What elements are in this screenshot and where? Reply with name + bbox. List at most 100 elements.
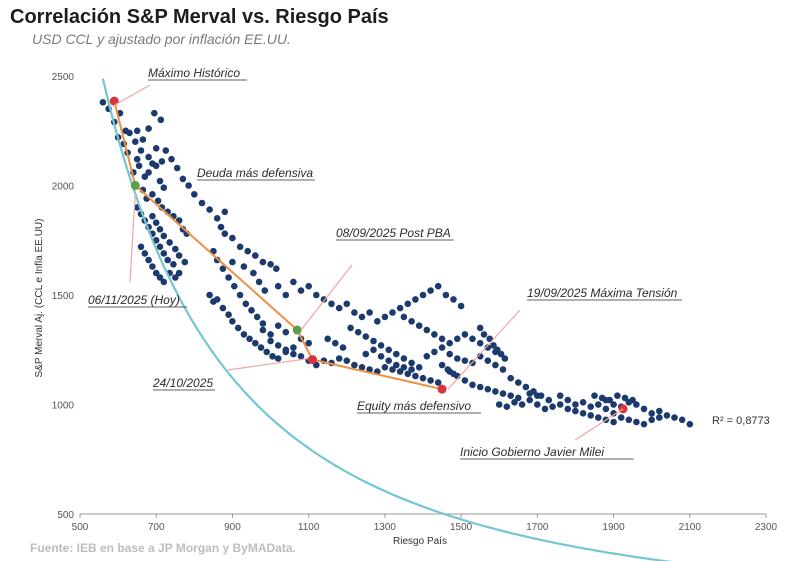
- data-point: [549, 403, 556, 411]
- data-point: [431, 331, 438, 338]
- data-point: [261, 287, 269, 294]
- data-point: [415, 364, 423, 371]
- x-tick-label: 1300: [374, 522, 397, 533]
- data-point: [358, 364, 366, 371]
- data-point: [351, 309, 358, 316]
- data-point: [377, 342, 385, 349]
- data-point: [400, 313, 408, 321]
- data-point: [564, 396, 572, 404]
- data-point: [419, 374, 427, 382]
- data-point: [231, 282, 238, 290]
- data-point: [522, 383, 530, 391]
- data-point: [274, 282, 282, 290]
- data-point: [236, 291, 244, 299]
- data-point: [633, 418, 640, 426]
- data-point: [408, 318, 415, 325]
- data-point: [438, 361, 446, 369]
- data-point: [313, 291, 320, 299]
- data-point: [408, 366, 415, 373]
- data-point: [625, 416, 633, 424]
- data-point: [358, 313, 366, 321]
- y-tick-label: 1500: [52, 291, 75, 302]
- data-point: [297, 287, 305, 294]
- data-point: [305, 339, 313, 347]
- data-point: [225, 274, 232, 281]
- data-point: [431, 348, 438, 356]
- data-point: [595, 414, 602, 421]
- data-point: [170, 261, 177, 268]
- data-point: [149, 212, 156, 220]
- data-point: [267, 337, 274, 345]
- chart-subtitle: USD CCL y ajustado por inflación EE.UU.: [32, 31, 291, 47]
- annotation-leader: [300, 264, 353, 331]
- data-point: [415, 322, 423, 330]
- data-point: [269, 353, 276, 360]
- x-tick-label: 1100: [298, 522, 320, 533]
- data-point: [572, 401, 579, 408]
- data-point: [515, 379, 522, 386]
- annotation-label: Inicio Gobierno Javier Milei: [460, 445, 604, 459]
- data-point: [438, 344, 446, 351]
- annotation-leaders: [114, 84, 624, 441]
- data-point: [154, 197, 162, 205]
- chart-title: Correlación S&P Merval vs. Riesgo País: [10, 6, 389, 28]
- data-point: [486, 335, 494, 343]
- data-point: [541, 405, 549, 413]
- data-point: [400, 355, 408, 362]
- data-point: [461, 377, 469, 384]
- data-point: [137, 147, 145, 154]
- data-point: [328, 300, 335, 308]
- data-point: [396, 368, 404, 375]
- data-point: [446, 339, 454, 347]
- data-point: [412, 296, 419, 303]
- data-point: [274, 355, 282, 362]
- data-point: [252, 252, 259, 259]
- data-point: [598, 394, 606, 402]
- data-point: [282, 328, 290, 336]
- data-point: [476, 383, 484, 391]
- marked-point: [130, 181, 140, 190]
- data-point: [362, 350, 370, 358]
- data-point: [534, 401, 541, 408]
- data-point: [274, 322, 282, 330]
- x-tick-label: 700: [148, 522, 165, 533]
- data-point: [290, 344, 297, 351]
- data-point: [229, 258, 236, 266]
- data-point: [274, 342, 282, 349]
- data-point: [617, 414, 625, 421]
- data-point: [427, 287, 434, 294]
- data-point: [156, 226, 164, 233]
- data-point: [526, 396, 533, 404]
- data-point: [135, 162, 143, 170]
- data-point: [595, 401, 602, 408]
- annotation-label: Equity más defensivo: [357, 399, 471, 413]
- y-tick-label: 1000: [52, 401, 75, 412]
- data-point: [273, 265, 280, 273]
- data-point: [450, 370, 457, 378]
- data-point: [149, 263, 156, 270]
- data-point: [343, 357, 351, 365]
- data-point: [370, 337, 377, 345]
- data-point: [99, 99, 107, 106]
- data-point: [221, 230, 229, 237]
- data-point: [133, 127, 141, 135]
- data-point: [145, 153, 152, 161]
- data-point: [526, 390, 533, 397]
- data-point: [518, 401, 526, 408]
- data-point: [248, 307, 255, 314]
- data-point: [158, 158, 166, 165]
- annotation-leader: [227, 357, 309, 371]
- data-point: [492, 388, 499, 395]
- data-point: [290, 350, 297, 358]
- data-point: [492, 361, 499, 369]
- data-point: [461, 331, 469, 338]
- data-point: [179, 175, 187, 183]
- data-point: [145, 256, 152, 264]
- data-point: [389, 309, 396, 316]
- data-point: [381, 313, 389, 321]
- data-point: [484, 357, 492, 365]
- data-point: [253, 313, 261, 321]
- data-point: [579, 410, 587, 417]
- data-point: [499, 390, 507, 397]
- data-point: [419, 291, 427, 299]
